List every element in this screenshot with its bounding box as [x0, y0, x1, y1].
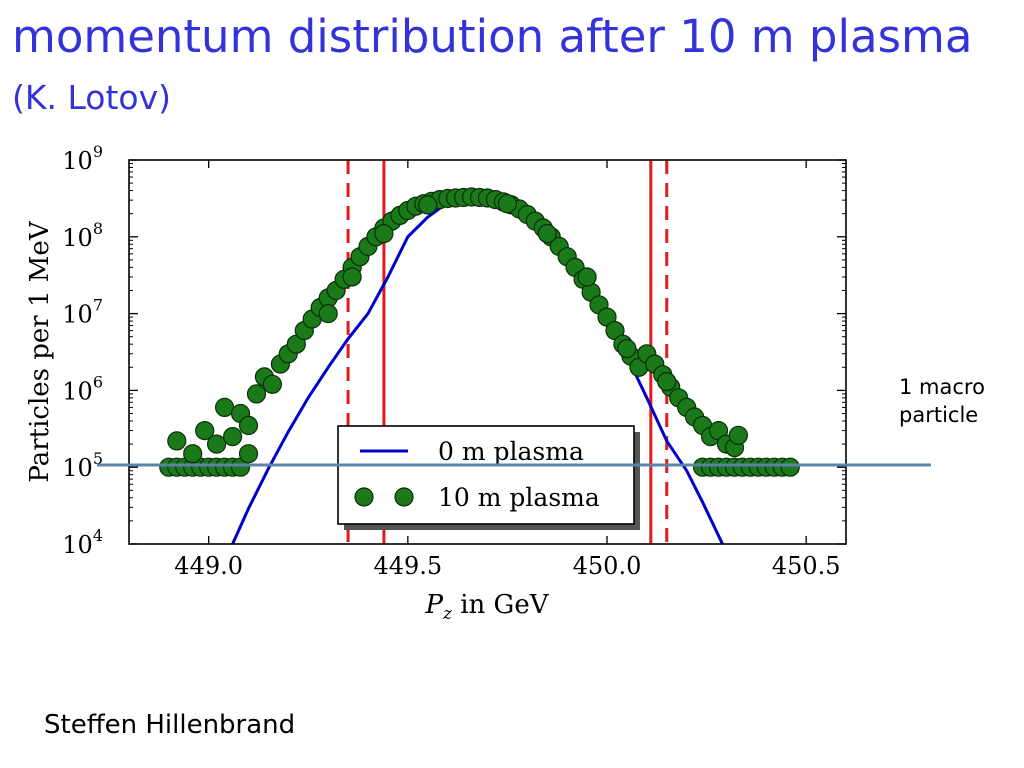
data-point-10m-plasma — [418, 195, 438, 215]
plot-frame — [128, 159, 847, 545]
x-axis-label: Pz in GeV — [425, 590, 550, 624]
data-point-10m-plasma — [728, 425, 749, 445]
data-point-10m-plasma — [577, 267, 597, 287]
macro-particle-annotation: 1 macro particle — [899, 375, 985, 428]
data-point-10m-plasma — [262, 374, 282, 394]
data-point-10m-plasma — [780, 457, 800, 477]
y-axis-label: Particles per 1 MeV — [25, 220, 55, 482]
data-point-10m-plasma — [167, 431, 187, 451]
x-axis-label-sub: z — [442, 604, 453, 624]
data-point-10m-plasma — [342, 267, 362, 287]
y-axis: 104 105 106 107 108 109 — [62, 142, 846, 559]
legend-circle-marker — [354, 487, 374, 507]
data-point-10m-plasma — [238, 415, 259, 435]
data-point-10m-plasma — [617, 339, 637, 359]
data-point-10m-plasma — [195, 421, 215, 441]
data-point-10m-plasma — [246, 384, 267, 404]
series-layer — [159, 187, 800, 544]
legend-circle-marker — [394, 487, 414, 507]
data-point-10m-plasma — [215, 397, 235, 417]
y-tick-label: 107 — [62, 296, 103, 329]
data-point-10m-plasma — [207, 434, 227, 454]
legend: 0 m plasma 10 m plasma — [337, 425, 640, 530]
x-tick-label: 450.0 — [573, 552, 642, 580]
data-point-10m-plasma — [374, 224, 394, 244]
y-tick-label: 106 — [62, 372, 103, 405]
data-point-10m-plasma — [238, 444, 259, 464]
data-point-10m-plasma — [657, 372, 677, 392]
author-name: Steffen Hillenbrand — [44, 710, 296, 740]
y-tick-label: 109 — [62, 142, 103, 175]
x-tick-label: 449.0 — [174, 552, 243, 580]
x-axis-label-var: P — [425, 590, 444, 620]
legend-label-10m: 10 m plasma — [438, 483, 600, 512]
x-axis: 449.0 449.5 450.0 450.5 — [174, 160, 841, 580]
data-point-10m-plasma — [497, 194, 517, 214]
data-point-10m-plasma — [183, 444, 203, 464]
data-point-10m-plasma — [537, 224, 557, 244]
slide-subtitle: (K. Lotov) — [12, 78, 172, 117]
data-point-10m-plasma — [318, 304, 338, 324]
y-tick-label: 108 — [62, 219, 103, 252]
legend-label-0m: 0 m plasma — [438, 437, 584, 466]
x-tick-label: 449.5 — [373, 552, 442, 580]
y-tick-label: 104 — [62, 526, 103, 559]
x-axis-label-rest: in GeV — [452, 590, 550, 620]
legend-box — [337, 425, 635, 525]
data-point-10m-plasma — [223, 427, 243, 447]
y-tick-label: 105 — [62, 449, 103, 482]
x-tick-label: 450.5 — [772, 552, 841, 580]
slide-title: momentum distribution after 10 m plasma — [12, 10, 973, 63]
